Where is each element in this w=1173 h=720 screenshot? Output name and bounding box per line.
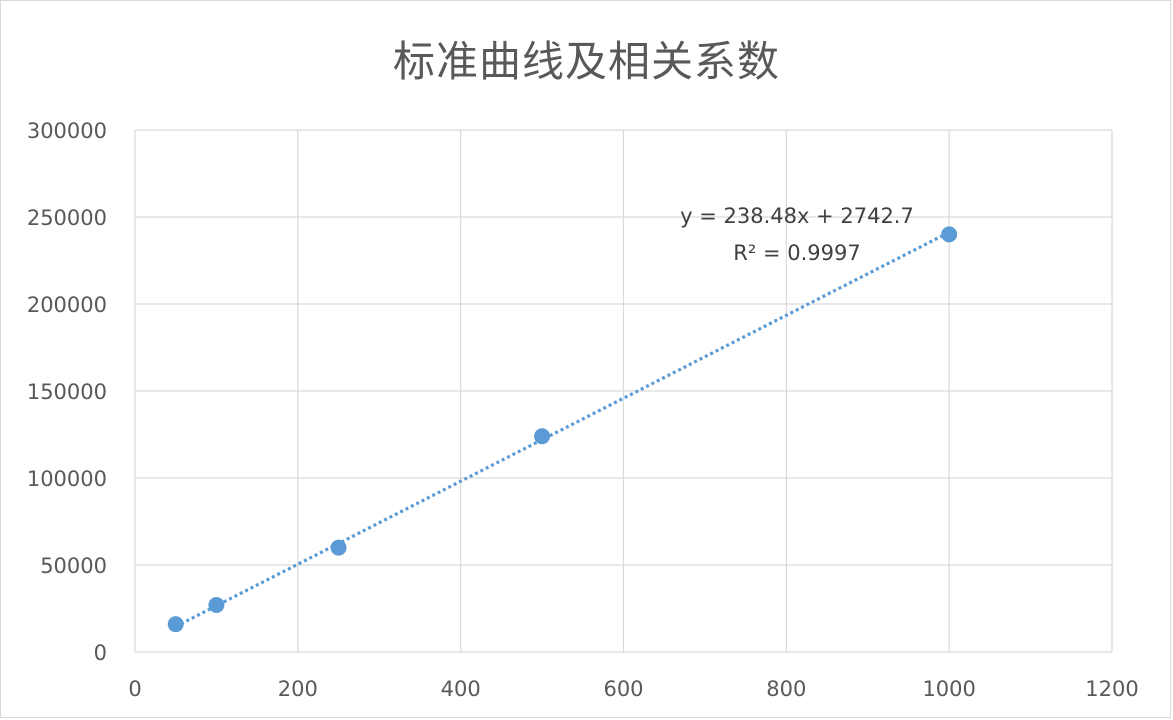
trendline [174, 230, 950, 628]
data-point [208, 597, 225, 614]
chart-title: 标准曲线及相关系数 [392, 37, 780, 86]
y-tick-label: 300000 [27, 119, 107, 143]
x-tick-label: 400 [441, 677, 481, 701]
trendline-equation-text: y = 238.48x + 2742.7 [680, 204, 914, 228]
data-point [534, 428, 551, 445]
trendline-layer [174, 230, 950, 628]
gridlines [134, 129, 1113, 653]
data-point [330, 539, 347, 556]
y-tick-label: 0 [94, 641, 107, 665]
data-point [941, 226, 958, 243]
y-tick-label: 100000 [27, 467, 107, 491]
x-tick-label: 1000 [922, 677, 975, 701]
x-tick-label: 0 [128, 677, 141, 701]
r-squared-text: R² = 0.9997 [733, 241, 860, 265]
x-tick-label: 1200 [1085, 677, 1138, 701]
x-tick-label: 200 [278, 677, 318, 701]
x-tick-label: 600 [603, 677, 643, 701]
trendline-equation: y = 238.48x + 2742.7 R² = 0.9997 [680, 204, 914, 265]
y-tick-label: 250000 [27, 206, 107, 230]
tick-labels: 0 200 400 600 800 1000 1200 0 50000 100000 150000 2… [27, 119, 1139, 701]
x-tick-label: 800 [766, 677, 806, 701]
y-tick-label: 200000 [27, 293, 107, 317]
y-tick-label: 150000 [27, 380, 107, 404]
data-points [167, 226, 958, 633]
y-tick-label: 50000 [40, 554, 107, 578]
data-point [167, 616, 184, 633]
